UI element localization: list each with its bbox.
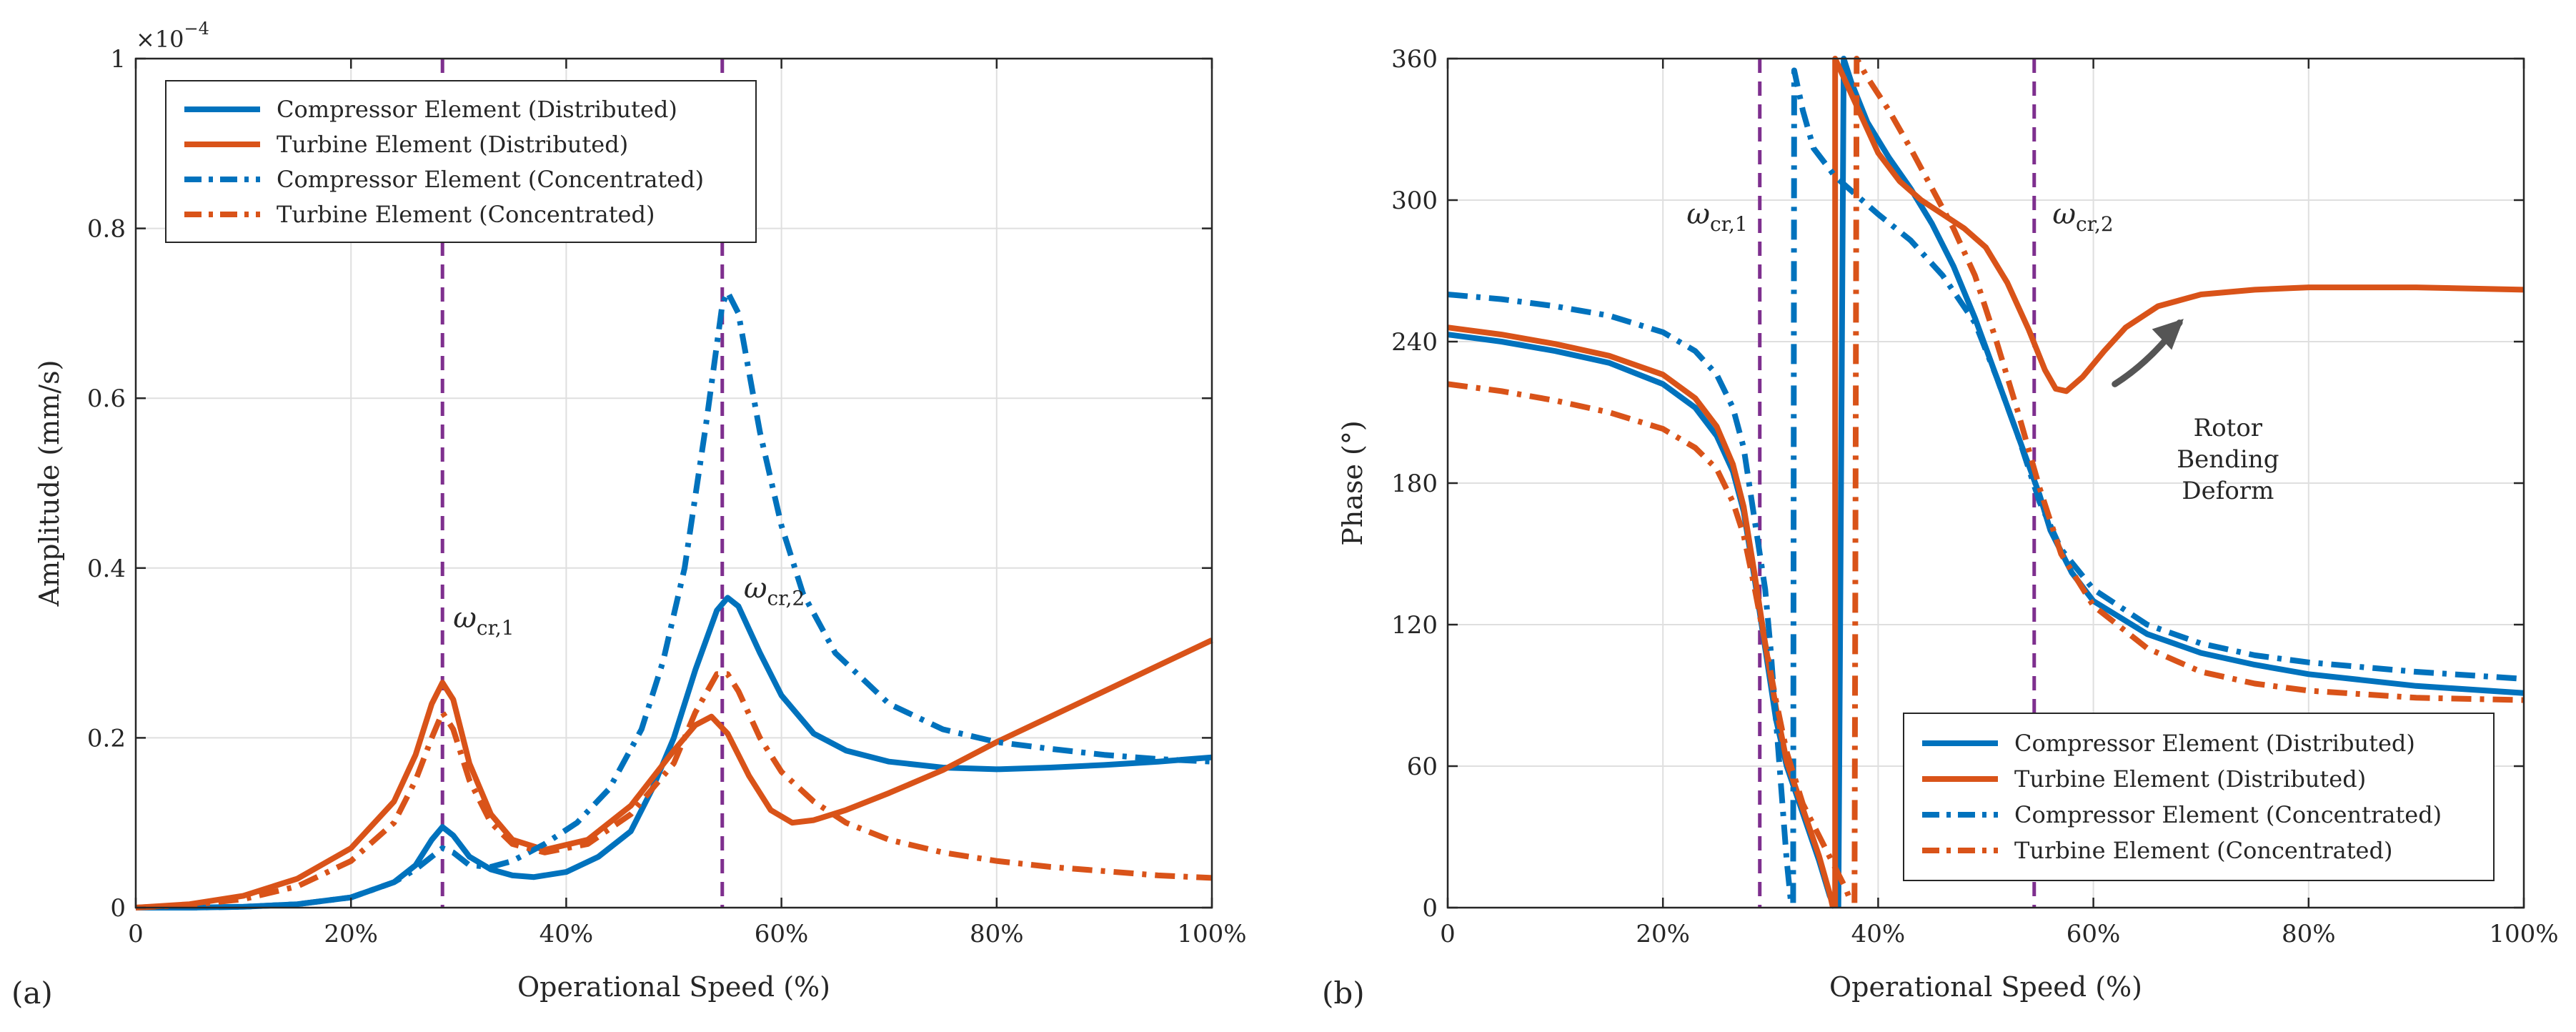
legend-label-b-1: Turbine Element (Distributed): [2014, 765, 2366, 793]
y-tick-label: 360: [1391, 45, 1438, 74]
legend-label-b-0: Compressor Element (Distributed): [2014, 730, 2415, 757]
annotation-arrow-head: [2152, 319, 2184, 350]
x-tick-label: 40%: [1851, 920, 1906, 948]
critical-speed-label-1: ωcr,1: [1686, 198, 1747, 236]
legend-b: Compressor Element (Distributed) Turbine…: [1903, 713, 2495, 881]
legend-label-b-2: Compressor Element (Concentrated): [2014, 801, 2442, 828]
x-axis-label-a: Operational Speed (%): [517, 971, 830, 1003]
legend-a: Compressor Element (Distributed) Turbine…: [165, 80, 757, 243]
y-axis-label-a: Amplitude (mm/s): [34, 360, 65, 607]
x-tick-label: 0: [1440, 920, 1456, 948]
series-line-a-1: [135, 637, 1213, 911]
series-b: [1447, 56, 2525, 909]
y-tick-label: 120: [1391, 611, 1438, 640]
series-line-a-3: [135, 671, 1213, 911]
y-tick-label: 1: [110, 45, 126, 74]
critical-speed-label-2: ωcr,2: [2052, 198, 2113, 236]
ticks-b: 0 20% 40% 60% 80% 100% 0 60 120 180 240 300 360: [1391, 45, 2559, 948]
y-tick-label: 300: [1391, 187, 1438, 215]
legend-box-b: [1903, 713, 2495, 881]
series-line-a-2: [136, 289, 1213, 911]
legend-label-a-3: Turbine Element (Concentrated): [277, 201, 655, 228]
panel-label-b: (b): [1322, 976, 1365, 1011]
critical-speed-label-1: ωcr,1: [453, 602, 514, 640]
annotation-text-line: Deform: [2182, 477, 2274, 505]
critical-labels-a: ωcr,1 ωcr,2: [453, 572, 805, 640]
y-tick-label: 0.2: [87, 724, 126, 753]
x-tick-label: 20%: [1636, 920, 1690, 948]
x-tick-label: 40%: [539, 920, 594, 948]
legend-label-b-3: Turbine Element (Concentrated): [2014, 837, 2392, 864]
series-line-b-1: [1447, 56, 2525, 908]
y-tick-label: 0: [110, 894, 126, 923]
y-tick-label: 240: [1391, 328, 1438, 357]
series-a: [135, 289, 1213, 911]
critical-labels-b: ωcr,1 ωcr,2: [1686, 198, 2113, 236]
y-tick-label: 0: [1422, 894, 1438, 923]
panel-label-a: (a): [11, 976, 53, 1011]
x-tick-label: 60%: [2067, 920, 2121, 948]
x-tick-label: 80%: [2282, 920, 2336, 948]
y-tick-label: 0.4: [87, 555, 126, 583]
critical-speed-label-2: ωcr,2: [744, 572, 805, 610]
series-line-b-2: [1447, 67, 2525, 903]
series-line-b-3: [1447, 56, 2525, 904]
x-tick-label: 100%: [2489, 920, 2558, 948]
y-tick-label: 180: [1391, 470, 1438, 498]
panel-phase: 0 20% 40% 60% 80% 100% 0 60 120 180 240 300 360 ωcr,…: [1322, 45, 2559, 1011]
x-tick-label: 60%: [755, 920, 809, 948]
x-axis-label-b: Operational Speed (%): [1829, 971, 2142, 1003]
legend-label-a-0: Compressor Element (Distributed): [277, 96, 677, 123]
x-tick-label: 100%: [1177, 920, 1246, 948]
legend-box-a: [165, 80, 757, 243]
axes-box-a: [134, 57, 1213, 909]
annotation-text-line: Rotor: [2194, 414, 2263, 442]
panel-amplitude: 0 20% 40% 60% 80% 100%00.20.40.60.81 ωcr,1ωcr…: [11, 19, 1247, 1011]
y-axis-label-b: Phase (°): [1337, 420, 1368, 545]
annotation-text-line: Bending: [2177, 445, 2279, 474]
y-tick-label: 0.8: [87, 215, 126, 244]
y-exponent-a: ×10−4: [136, 19, 209, 53]
legend-label-a-1: Turbine Element (Distributed): [277, 131, 628, 158]
x-tick-label: 80%: [970, 920, 1024, 948]
x-tick-label: 0: [128, 920, 144, 948]
x-tick-label: 20%: [324, 920, 378, 948]
series-line-a-0: [136, 595, 1213, 911]
y-tick-label: 0.6: [87, 384, 126, 413]
legend-label-a-2: Compressor Element (Concentrated): [277, 166, 704, 193]
y-tick-label: 60: [1407, 753, 1438, 781]
ticks-a: 0 20% 40% 60% 80% 100% 0 0.2 0.4 0.6 0.8 1: [87, 45, 1247, 948]
annotation-b: Rotor Bending Deform: [2112, 319, 2279, 505]
